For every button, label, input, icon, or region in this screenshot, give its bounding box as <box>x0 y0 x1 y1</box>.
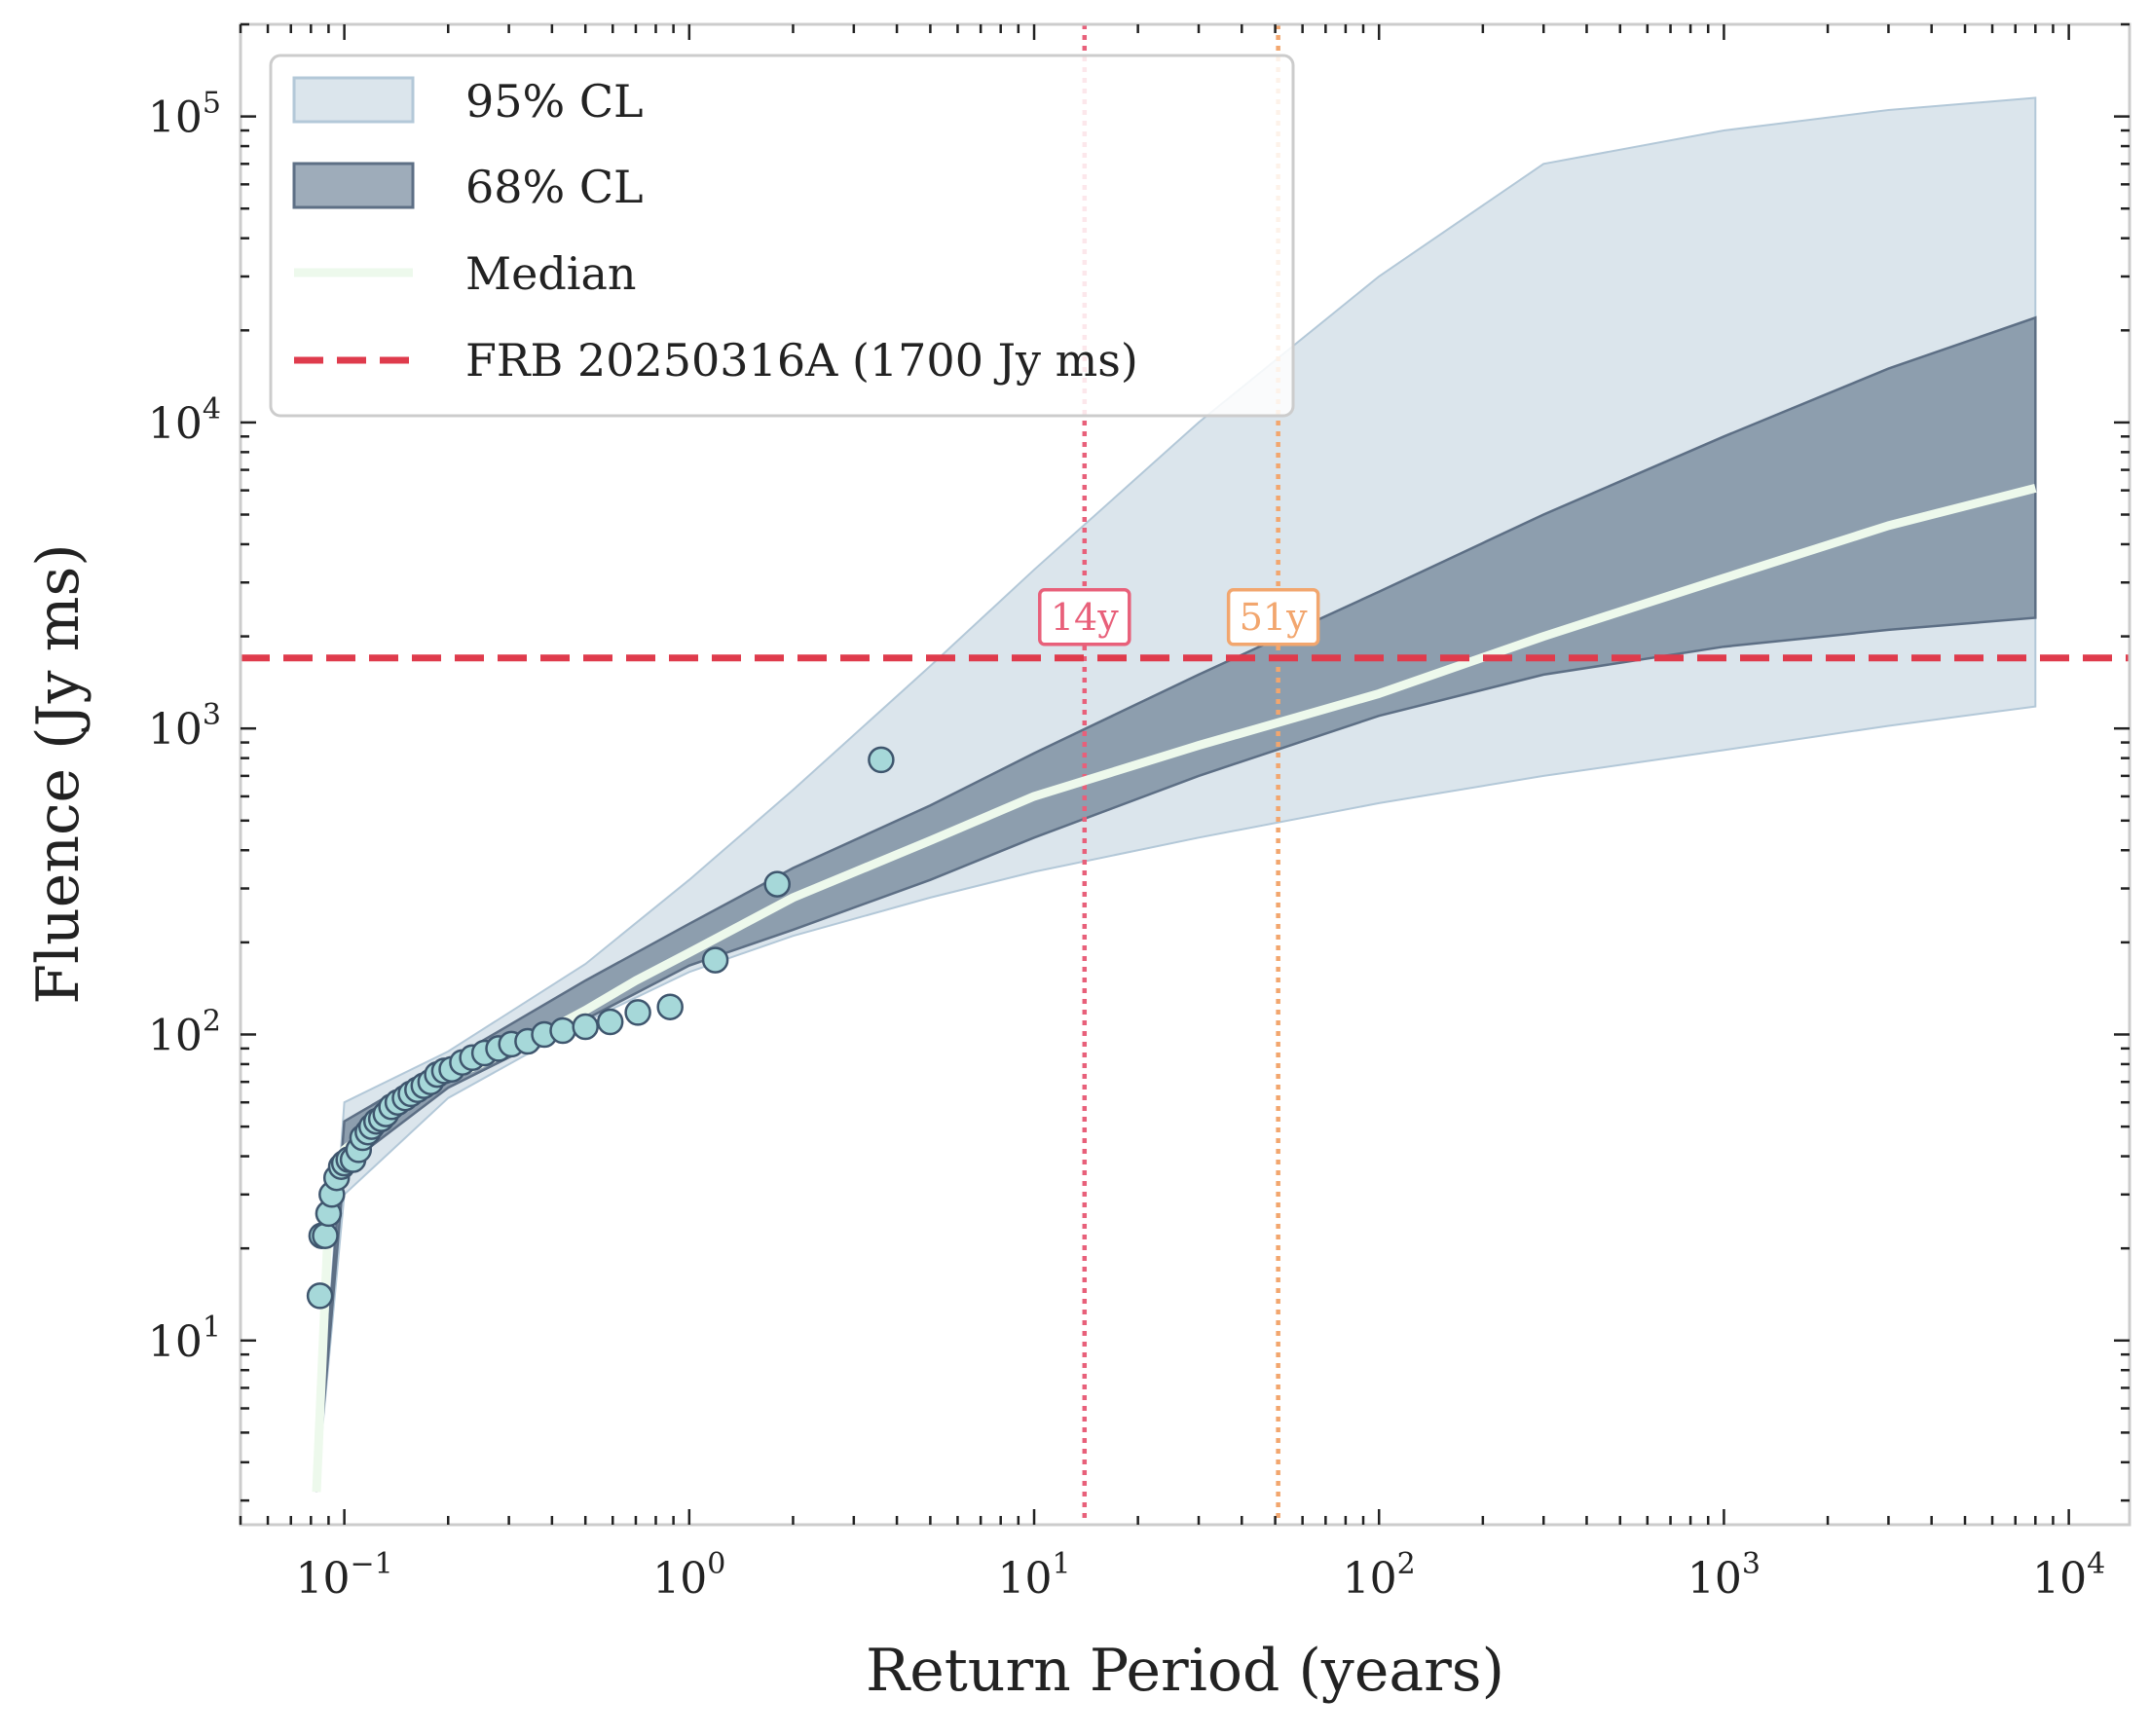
data-point <box>306 1282 334 1310</box>
legend-swatch-95 <box>292 76 415 124</box>
data-point <box>596 1008 624 1036</box>
data-point <box>549 1016 576 1045</box>
axis-ticks <box>239 22 2130 1525</box>
data-point <box>312 1222 339 1249</box>
legend-label-median: Median <box>465 247 637 300</box>
annotation-box-14y <box>1038 588 1131 646</box>
x-tick-label: 102 <box>1343 1547 1416 1604</box>
data-point <box>624 999 651 1026</box>
y-tick-label: 105 <box>148 87 221 143</box>
legend-label-frb: FRB 20250316A (1700 Jy ms) <box>465 334 1138 387</box>
data-points <box>306 746 895 1310</box>
x-tick-labels: 10−1 100 101 102 103 104 <box>296 1547 2106 1604</box>
vline-annotations: 14y 51y <box>1038 588 1320 646</box>
x-tick-label: 103 <box>1687 1547 1761 1604</box>
y-tick-label: 102 <box>148 1004 221 1060</box>
y-tick-labels: 101 102 103 104 105 <box>148 87 221 1367</box>
band-68-cl <box>315 315 2037 1493</box>
x-tick-label: 10−1 <box>296 1547 393 1604</box>
legend-label-68: 68% CL <box>465 161 644 213</box>
x-tick-label: 104 <box>2032 1547 2105 1604</box>
data-point <box>656 993 684 1020</box>
x-axis-title: Return Period (years) <box>866 1637 1504 1705</box>
y-tick-label: 103 <box>148 698 221 755</box>
legend-frame <box>269 54 1295 418</box>
annotation-box-51y <box>1226 588 1320 646</box>
y-tick-label: 101 <box>148 1311 221 1367</box>
plot-area <box>241 24 2130 1525</box>
x-tick-label: 101 <box>997 1547 1070 1604</box>
x-tick-label: 100 <box>652 1547 725 1604</box>
data-point <box>572 1013 599 1041</box>
legend-label-95: 95% CL <box>465 75 644 128</box>
y-axis-title: Fluence (Jy ms) <box>24 543 93 1004</box>
data-point <box>763 870 791 898</box>
annotation-label-14y: 14y <box>1051 596 1119 639</box>
data-point <box>701 946 729 974</box>
y-tick-label: 104 <box>148 392 221 449</box>
annotation-label-51y: 51y <box>1240 596 1308 639</box>
data-point <box>868 746 895 774</box>
legend-swatch-68 <box>292 162 415 209</box>
plot-frame <box>239 22 2131 1527</box>
legend: 95% CL 68% CL Median FRB 20250316A (1700… <box>269 54 1295 418</box>
